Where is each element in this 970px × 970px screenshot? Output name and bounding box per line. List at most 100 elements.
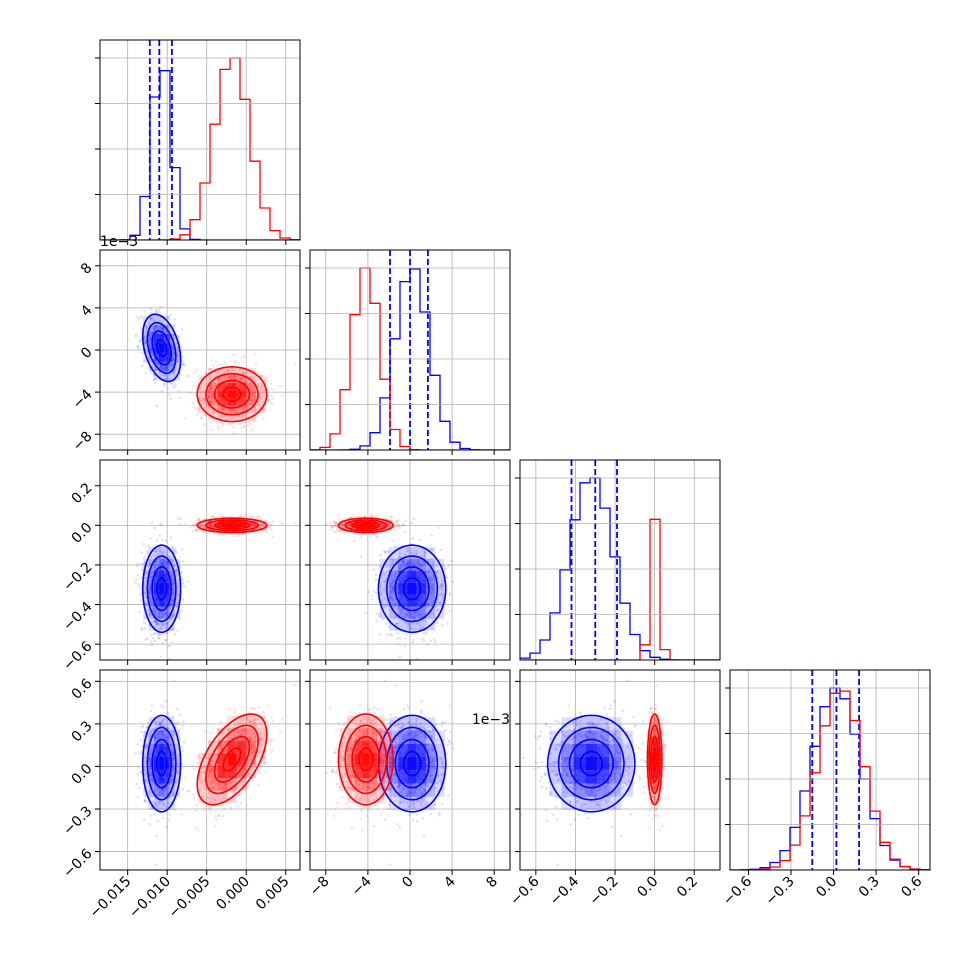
sample-point xyxy=(393,603,397,607)
density-cell xyxy=(416,558,426,571)
sample-point xyxy=(259,524,263,527)
sample-point xyxy=(332,530,336,533)
sample-point xyxy=(167,620,170,624)
sample-point xyxy=(278,520,282,524)
sample-point xyxy=(186,374,190,378)
sample-point xyxy=(421,625,425,629)
sample-point xyxy=(391,578,394,581)
sample-point xyxy=(384,577,388,581)
sample-point xyxy=(161,329,165,333)
sample-point xyxy=(169,800,173,804)
sample-point xyxy=(147,321,151,325)
sample-point xyxy=(217,378,220,381)
sample-point xyxy=(451,580,455,584)
sample-point xyxy=(152,633,156,636)
sample-point xyxy=(158,319,162,323)
sample-point xyxy=(439,592,443,596)
sample-point xyxy=(256,517,260,520)
sample-point xyxy=(264,379,267,383)
sample-point xyxy=(150,728,153,732)
density-cell xyxy=(236,397,247,406)
sample-point xyxy=(437,608,440,611)
sample-point xyxy=(213,384,217,388)
sample-point xyxy=(153,631,157,635)
density-contour xyxy=(205,519,259,532)
density-cell xyxy=(426,582,436,595)
density-cell xyxy=(174,770,180,784)
density-contour xyxy=(351,521,381,530)
sample-point xyxy=(146,550,150,553)
y-tick-label: −8 xyxy=(70,429,96,455)
sample-point xyxy=(427,603,431,607)
sample-point xyxy=(431,548,434,551)
sample-point xyxy=(149,633,153,636)
density-cell xyxy=(159,371,165,381)
sample-point xyxy=(156,363,160,366)
density-cell xyxy=(398,546,408,559)
sample-point xyxy=(367,590,371,594)
density-cell xyxy=(153,606,160,619)
sample-point xyxy=(406,624,410,628)
sample-point xyxy=(153,789,156,793)
sample-point xyxy=(200,525,204,529)
density-cell xyxy=(159,558,165,571)
sample-point xyxy=(175,605,179,609)
sample-point xyxy=(173,722,177,725)
sample-point xyxy=(170,598,174,602)
sample-point xyxy=(158,316,161,319)
sample-point xyxy=(145,603,148,606)
sample-point xyxy=(198,391,202,394)
sample-point xyxy=(148,613,151,617)
sample-point xyxy=(400,565,403,569)
sample-point xyxy=(171,559,174,562)
sample-point xyxy=(211,514,215,518)
sample-point xyxy=(214,360,218,364)
sample-point xyxy=(140,351,144,354)
sample-point xyxy=(195,528,198,532)
sample-point xyxy=(165,613,169,617)
sample-point xyxy=(145,571,149,574)
sample-point xyxy=(411,618,415,621)
sample-point xyxy=(382,573,386,576)
density-cell xyxy=(174,343,180,353)
sample-point xyxy=(196,408,200,412)
sample-point xyxy=(161,366,165,370)
sample-point xyxy=(156,805,159,809)
sample-point xyxy=(202,395,205,399)
sample-point xyxy=(404,636,407,640)
density-cell xyxy=(174,594,180,607)
sample-point xyxy=(165,789,168,792)
sample-point xyxy=(158,327,162,330)
sample-point xyxy=(160,724,163,727)
sample-point xyxy=(398,567,402,570)
sample-point xyxy=(393,529,397,532)
sample-point xyxy=(163,377,167,381)
sample-point xyxy=(427,571,430,574)
density-contour xyxy=(337,517,394,534)
sample-point xyxy=(441,579,444,583)
sample-point xyxy=(223,360,226,363)
sample-point xyxy=(426,602,429,605)
sample-point xyxy=(172,733,176,737)
sample-point xyxy=(188,525,192,529)
sample-point xyxy=(154,801,158,804)
density-cell xyxy=(153,570,160,583)
sample-point xyxy=(137,347,140,351)
density-cell xyxy=(153,743,160,757)
sample-point xyxy=(160,550,163,554)
sample-point xyxy=(171,751,174,755)
sample-point xyxy=(403,615,407,618)
density-cell xyxy=(379,594,389,607)
sample-point xyxy=(136,743,140,746)
density-cell xyxy=(169,770,175,784)
sample-point xyxy=(147,321,151,325)
sample-point xyxy=(221,424,224,428)
sample-point xyxy=(204,414,207,417)
density-cell xyxy=(164,361,170,372)
sample-point xyxy=(180,328,184,331)
sample-point xyxy=(439,601,442,605)
sample-point xyxy=(136,562,140,565)
sample-point xyxy=(180,571,183,574)
sample-point xyxy=(337,516,341,520)
sample-point xyxy=(144,342,148,346)
